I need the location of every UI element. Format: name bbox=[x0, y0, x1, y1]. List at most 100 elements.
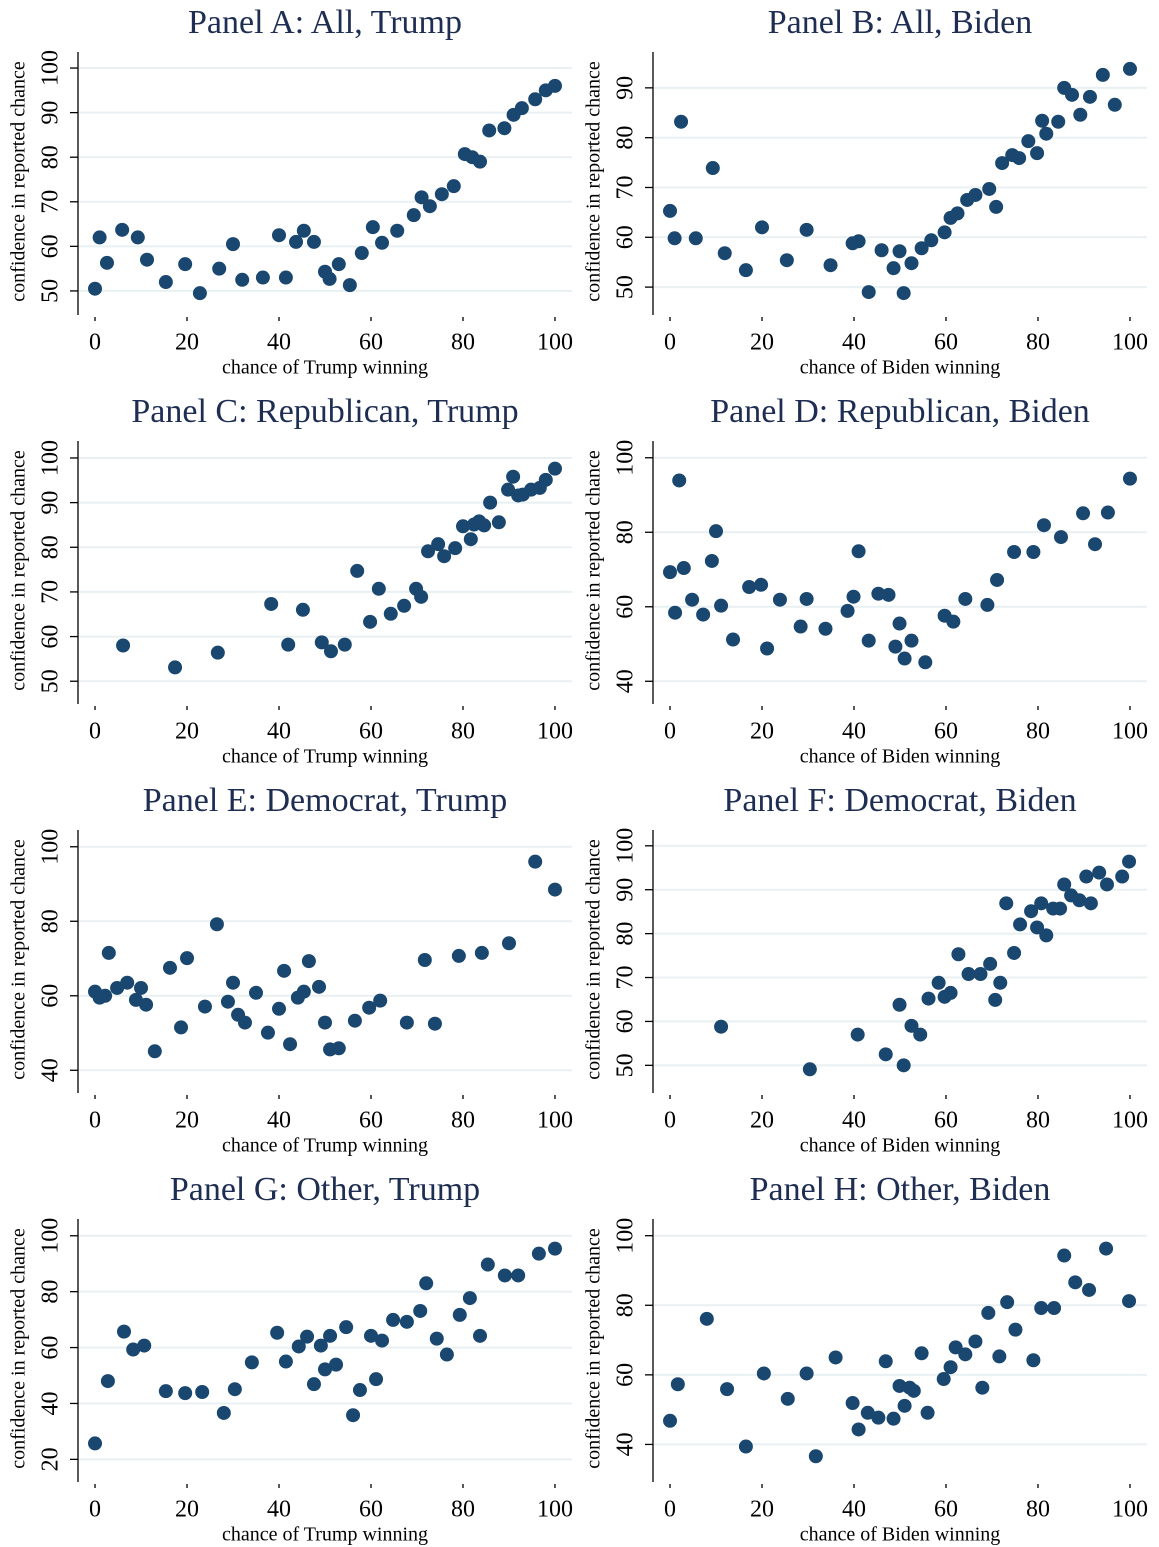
point bbox=[116, 1324, 131, 1339]
point bbox=[742, 580, 757, 595]
panel-title: Panel E: Democrat, Trump bbox=[143, 782, 508, 819]
point bbox=[137, 1338, 152, 1353]
point bbox=[306, 234, 321, 249]
point bbox=[878, 1354, 893, 1369]
y-tick-label: 60 bbox=[38, 625, 64, 649]
point bbox=[312, 979, 327, 994]
point bbox=[547, 882, 562, 897]
point bbox=[1035, 113, 1050, 128]
y-tick-label: 50 bbox=[38, 279, 64, 303]
point bbox=[802, 1062, 817, 1077]
point bbox=[506, 469, 521, 484]
point bbox=[676, 561, 691, 576]
point bbox=[1030, 920, 1045, 935]
point bbox=[369, 1372, 384, 1387]
point bbox=[314, 635, 329, 650]
point bbox=[993, 975, 1008, 990]
x-tick-label: 0 bbox=[89, 719, 101, 745]
point bbox=[174, 1020, 189, 1035]
point bbox=[709, 524, 724, 539]
point bbox=[1082, 89, 1097, 104]
y-axis-label: confidence in reported chance bbox=[583, 1228, 605, 1469]
point bbox=[983, 956, 998, 971]
point bbox=[139, 252, 154, 267]
point bbox=[497, 1268, 512, 1283]
point bbox=[346, 1408, 361, 1423]
point bbox=[950, 206, 965, 221]
point bbox=[663, 565, 678, 580]
point bbox=[300, 1329, 315, 1344]
panel-title: Panel H: Other, Biden bbox=[750, 1171, 1051, 1208]
point bbox=[874, 243, 889, 258]
y-tick-label: 100 bbox=[613, 1218, 639, 1254]
point bbox=[738, 263, 753, 278]
point bbox=[1107, 97, 1122, 112]
point bbox=[1053, 901, 1068, 916]
point bbox=[756, 1366, 771, 1381]
x-tick-label: 100 bbox=[537, 1108, 573, 1134]
point bbox=[168, 660, 183, 675]
point bbox=[799, 1366, 814, 1381]
point bbox=[989, 199, 1004, 214]
x-tick-label: 40 bbox=[842, 330, 866, 356]
point bbox=[943, 985, 958, 1000]
point bbox=[1057, 877, 1072, 892]
point bbox=[897, 1398, 912, 1413]
x-tick-label: 0 bbox=[89, 1497, 101, 1523]
y-tick-label: 80 bbox=[613, 922, 639, 946]
point bbox=[147, 1044, 162, 1059]
point bbox=[1095, 67, 1110, 82]
x-tick-label: 100 bbox=[537, 719, 573, 745]
point bbox=[1068, 1275, 1083, 1290]
panel: Panel F: Democrat, Biden 50 60 70 80 90 100 0 20… bbox=[583, 782, 1148, 1157]
point bbox=[896, 286, 911, 301]
point bbox=[1051, 114, 1066, 129]
y-axis-label: confidence in reported chance bbox=[583, 450, 605, 691]
x-axis-label: chance of Trump winning bbox=[222, 357, 428, 379]
point bbox=[840, 603, 855, 618]
point bbox=[417, 953, 432, 968]
y-axis-label: confidence in reported chance bbox=[8, 450, 30, 691]
point bbox=[892, 616, 907, 631]
point bbox=[100, 1374, 115, 1389]
point bbox=[1122, 471, 1137, 486]
point bbox=[352, 1383, 367, 1398]
x-axis-label: chance of Trump winning bbox=[222, 1524, 428, 1546]
point bbox=[1100, 505, 1115, 520]
point bbox=[126, 1342, 141, 1357]
point bbox=[1099, 1241, 1114, 1256]
point bbox=[116, 638, 131, 653]
point bbox=[975, 1380, 990, 1395]
point bbox=[920, 1405, 935, 1420]
point bbox=[896, 1058, 911, 1073]
point bbox=[936, 1372, 951, 1387]
point bbox=[904, 256, 919, 271]
point bbox=[227, 1382, 242, 1397]
point bbox=[270, 1325, 285, 1340]
point bbox=[674, 114, 689, 129]
x-tick-label: 80 bbox=[451, 1497, 475, 1523]
point bbox=[399, 1314, 414, 1329]
point bbox=[1072, 893, 1087, 908]
panel-title: Panel D: Republican, Biden bbox=[710, 393, 1090, 430]
point bbox=[272, 228, 287, 243]
y-tick-label: 100 bbox=[38, 50, 64, 86]
point bbox=[375, 1333, 390, 1348]
y-tick-label: 40 bbox=[613, 1432, 639, 1456]
point bbox=[212, 261, 227, 276]
point bbox=[663, 1413, 678, 1428]
y-tick-label: 90 bbox=[38, 491, 64, 515]
point bbox=[362, 1000, 377, 1015]
point bbox=[178, 257, 193, 272]
point bbox=[914, 1346, 929, 1361]
point bbox=[272, 1001, 287, 1016]
x-tick-label: 80 bbox=[1026, 330, 1050, 356]
y-tick-label: 60 bbox=[613, 1009, 639, 1033]
point bbox=[668, 605, 683, 620]
y-tick-label: 70 bbox=[613, 966, 639, 990]
point bbox=[422, 199, 437, 214]
point bbox=[195, 1385, 210, 1400]
x-tick-label: 20 bbox=[175, 330, 199, 356]
point bbox=[948, 1340, 963, 1355]
